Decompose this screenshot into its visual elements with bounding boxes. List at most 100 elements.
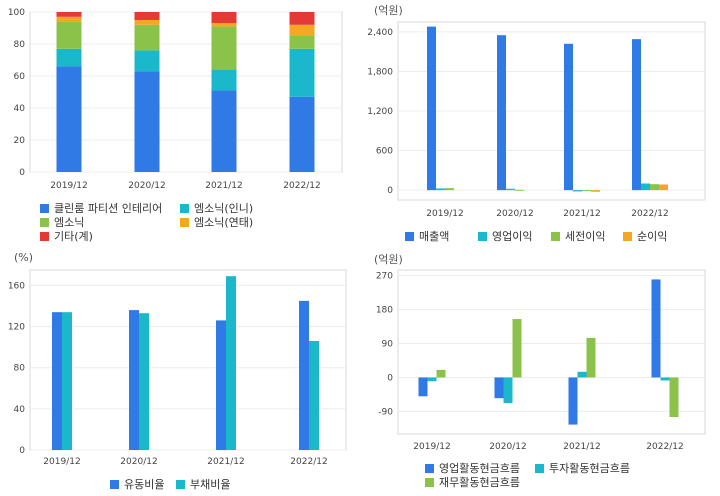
bar (577, 371, 587, 378)
legend-item: 유동비율 (110, 476, 164, 492)
bar (139, 313, 149, 450)
legend-item: 부채비율 (176, 476, 230, 492)
y-tick-label: 0 (387, 373, 393, 383)
chart-panel-4: (억원) -90 0 90 180 270 2019/12 2020/12 2021/12 20… (360, 248, 720, 496)
bar (660, 377, 670, 381)
legend-label: 순이익 (637, 230, 668, 243)
bar (512, 319, 522, 378)
chart-c1: 0 20 40 60 80 100 2019/12 2020/12 2021/12 2022/12 (8, 8, 343, 191)
bar (564, 43, 573, 191)
x-tick-label: 2020/12 (496, 209, 533, 219)
bar (309, 340, 319, 450)
bar-segment (289, 24, 315, 36)
legend-item: 엠소닉(인니) (180, 200, 253, 216)
y-tick-label: -90 (378, 407, 393, 417)
legend-item: 엠소닉(연태) (180, 214, 253, 230)
legend-item: 세전이익 (551, 228, 605, 244)
y-tick-label: 90 (382, 340, 394, 350)
bar-segment (56, 12, 82, 17)
legend-swatch (478, 231, 487, 241)
legend-item: 재무활동현금흐름 (425, 474, 520, 490)
chart-panel-3: (%) 0 40 80 120 160 2019/12 2020/12 2021/12 2022… (0, 248, 360, 496)
bar (494, 377, 504, 399)
bar-segment (134, 24, 160, 51)
bar (641, 183, 650, 191)
bar (650, 184, 659, 191)
legend-item: 영업이익 (478, 228, 532, 244)
bar (436, 188, 445, 191)
bar (591, 190, 600, 192)
legend-swatch (40, 203, 49, 213)
bar-segment (289, 36, 315, 49)
x-tick-label: 2019/12 (50, 181, 87, 191)
bar (226, 276, 236, 450)
y-tick-label: 180 (376, 306, 393, 316)
legend-label: 유동비율 (124, 478, 165, 491)
legend-label: 영업활동현금흐름 (439, 462, 520, 475)
legend-label: 엠소닉 (54, 216, 85, 229)
y-tick-label: 1,200 (367, 107, 393, 117)
legend-item: 클린룸 파티션 인테리어 (40, 200, 162, 216)
bar-segment (289, 48, 315, 97)
x-tick-label: 2021/12 (563, 442, 600, 452)
y-tick-label: 40 (14, 104, 26, 114)
bar-segment (289, 12, 315, 25)
y-tick-label: 0 (387, 186, 393, 196)
bar-segment (211, 12, 237, 24)
legend-label: 부채비율 (190, 478, 231, 491)
bar (216, 320, 226, 450)
bar (497, 35, 506, 191)
legend-item: 영업활동현금흐름 (425, 460, 520, 476)
legend-item: 투자활동현금흐름 (535, 460, 630, 476)
bar-segment (56, 21, 82, 49)
legend-label: 기타(계) (54, 230, 93, 243)
y-tick-label: 1,800 (367, 67, 393, 77)
chart-panel-2: (억원) 0 600 1,200 1,800 2,400 2019/12 2020/12 20… (360, 0, 720, 248)
x-tick-label: 2021/12 (563, 209, 600, 219)
x-tick-label: 2020/12 (489, 442, 526, 452)
bar (568, 377, 578, 425)
legend-swatch (40, 217, 49, 227)
bar (418, 377, 428, 397)
legend-label: 엠소닉(연태) (194, 216, 254, 229)
legend-label: 세전이익 (565, 230, 606, 243)
x-tick-label: 2022/12 (283, 181, 320, 191)
x-tick-label: 2021/12 (207, 457, 244, 467)
plot-frame (29, 269, 347, 451)
bar (669, 377, 679, 418)
unit-label-c2: (억원) (374, 4, 403, 17)
legend-c2: 매출액 영업이익 세전이익 순이익 (405, 228, 715, 246)
bar-segment (56, 66, 82, 172)
bar (659, 184, 668, 191)
bar-segment (134, 20, 160, 25)
legend-swatch (110, 479, 119, 489)
y-tick-label: 2,400 (367, 28, 393, 38)
unit-label-c3: (%) (14, 251, 34, 264)
bar-segment (134, 71, 160, 172)
y-tick-label: 100 (8, 8, 25, 18)
bar-segment (211, 26, 237, 70)
x-tick-label: 2019/12 (426, 209, 463, 219)
x-tick-label: 2022/12 (646, 442, 683, 452)
legend-c1: 클린룸 파티션 인테리어 엠소닉(인니) 엠소닉 엠소닉(연태) 기타(계) (40, 200, 360, 246)
bar-segment (211, 23, 237, 27)
y-tick-label: 20 (14, 136, 26, 146)
legend-label: 투자활동현금흐름 (549, 462, 630, 475)
bar (445, 188, 454, 191)
x-tick-label: 2019/12 (43, 457, 80, 467)
bar-segment (134, 12, 160, 20)
bar (427, 377, 437, 382)
bar (506, 188, 515, 191)
x-tick-label: 2022/12 (290, 457, 327, 467)
bar-segment (211, 69, 237, 91)
unit-label-c4: (억원) (374, 253, 403, 266)
chart-c3: 0 40 80 120 160 2019/12 2020/12 2021/12 2022/12 (8, 269, 347, 467)
bar (129, 310, 139, 450)
bar (52, 312, 62, 450)
legend-swatch (535, 463, 544, 473)
bar (573, 190, 582, 192)
bar (651, 279, 661, 378)
legend-c3: 유동비율 부채비율 (110, 476, 350, 494)
legend-label: 엠소닉(인니) (194, 202, 254, 215)
